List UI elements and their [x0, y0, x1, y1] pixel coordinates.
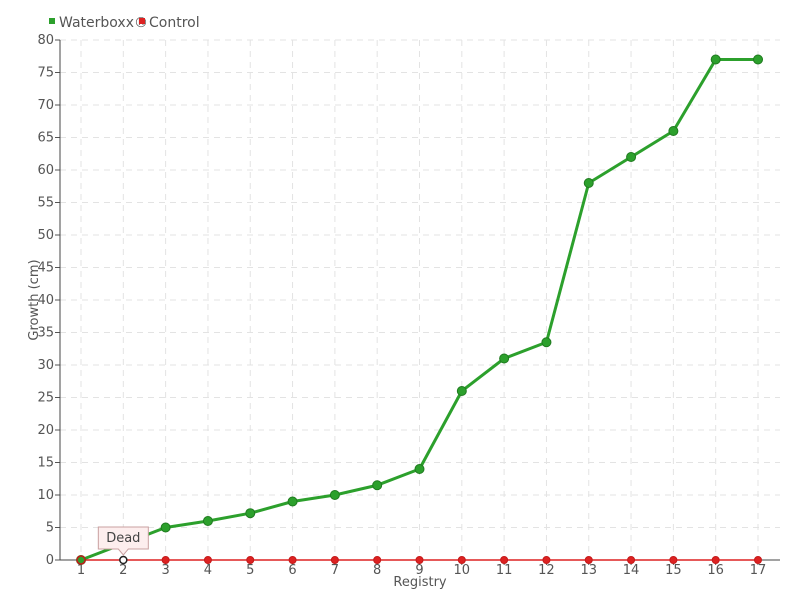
x-tick-labels: 1 2 3 4 5 6 7 8 9 10 11 12 13 14 15 16 17 — [77, 563, 766, 578]
x-tick-label: 2 — [119, 563, 127, 578]
point-waterboxx[interactable] — [202, 516, 213, 526]
y-tick-label: 25 — [37, 391, 54, 406]
point-control[interactable] — [457, 556, 466, 564]
point-waterboxx[interactable] — [626, 152, 637, 162]
y-tick-label: 80 — [37, 33, 54, 48]
y-tick-label: 75 — [37, 66, 54, 81]
point-control[interactable] — [119, 555, 128, 565]
legend: Waterboxx® Control — [49, 15, 200, 31]
x-axis-title: Registry — [393, 575, 447, 590]
x-tick-label: 11 — [496, 563, 513, 578]
y-tick-label: 40 — [37, 293, 54, 308]
y-tick-label: 15 — [37, 456, 54, 471]
point-waterboxx[interactable] — [541, 337, 552, 348]
y-tick-label: 45 — [37, 261, 54, 276]
point-waterboxx[interactable] — [414, 464, 425, 474]
x-tick-label: 9 — [415, 563, 423, 578]
series-group — [76, 54, 763, 565]
point-control[interactable] — [669, 556, 678, 564]
annotation-label: Dead — [106, 531, 140, 546]
y-tick-label: 50 — [37, 228, 54, 243]
y-tick-label: 0 — [46, 553, 54, 568]
y-tick-label: 20 — [37, 423, 54, 438]
legend-label-control[interactable]: Control — [149, 15, 200, 31]
x-tick-label: 4 — [204, 563, 212, 578]
point-waterboxx[interactable] — [583, 178, 594, 188]
x-tick-label: 7 — [331, 563, 339, 578]
x-tick-label: 10 — [454, 563, 471, 578]
x-tick-label: 1 — [77, 563, 85, 578]
point-waterboxx[interactable] — [710, 54, 721, 65]
x-tick-label: 5 — [246, 563, 254, 578]
y-tick-labels: 0 5 10 15 20 25 30 35 40 45 50 55 60 65 70 75 80 — [37, 33, 54, 568]
y-tick-label: 60 — [37, 163, 54, 178]
x-tick-label: 3 — [161, 563, 169, 578]
point-control[interactable] — [754, 556, 762, 564]
point-control[interactable] — [246, 556, 255, 564]
grid-lines — [60, 39, 780, 560]
point-control[interactable] — [161, 556, 170, 564]
legend-swatch-control[interactable] — [139, 18, 145, 24]
point-waterboxx[interactable] — [372, 480, 383, 491]
point-waterboxx[interactable] — [329, 490, 340, 500]
point-waterboxx[interactable] — [245, 508, 256, 519]
point-waterboxx[interactable] — [287, 496, 298, 507]
x-tick-label: 17 — [750, 563, 767, 578]
legend-label-waterboxx[interactable]: Waterboxx® — [59, 15, 148, 31]
point-waterboxx[interactable] — [76, 555, 86, 565]
point-control[interactable] — [373, 556, 382, 564]
x-tick-label: 14 — [623, 563, 640, 578]
y-tick-label: 65 — [37, 131, 54, 146]
annotation-callout — [97, 526, 149, 556]
point-control[interactable] — [203, 556, 212, 564]
point-waterboxx[interactable] — [668, 126, 679, 136]
x-tick-label: 16 — [707, 563, 724, 578]
y-tick-label: 30 — [37, 358, 54, 373]
legend-swatch-waterboxx[interactable] — [49, 18, 55, 24]
point-control[interactable] — [330, 556, 339, 564]
x-tick-label: 8 — [373, 563, 381, 578]
y-tick-label: 10 — [37, 488, 54, 503]
x-tick-label: 6 — [288, 563, 296, 578]
point-waterboxx[interactable] — [499, 353, 510, 364]
x-tick-label: 12 — [538, 563, 555, 578]
point-control[interactable] — [542, 556, 551, 564]
point-waterboxx[interactable] — [456, 386, 467, 396]
point-control[interactable] — [627, 556, 636, 564]
point-control[interactable] — [415, 556, 424, 564]
point-waterboxx[interactable] — [753, 54, 763, 65]
y-axis-title: Growth (cm) — [27, 259, 42, 340]
x-tick-label: 15 — [665, 563, 682, 578]
point-control[interactable] — [584, 556, 593, 564]
y-tick-label: 55 — [37, 196, 54, 211]
point-control[interactable] — [500, 556, 509, 564]
y-tick-label: 35 — [37, 326, 54, 341]
annotation-group: Dead — [97, 526, 149, 556]
y-tick-label: 5 — [46, 521, 54, 536]
point-waterboxx[interactable] — [160, 522, 171, 533]
axes — [55, 39, 780, 565]
point-control[interactable] — [711, 556, 720, 564]
y-tick-label: 70 — [37, 98, 54, 113]
x-tick-label: 13 — [580, 563, 597, 578]
point-control[interactable] — [288, 556, 297, 564]
